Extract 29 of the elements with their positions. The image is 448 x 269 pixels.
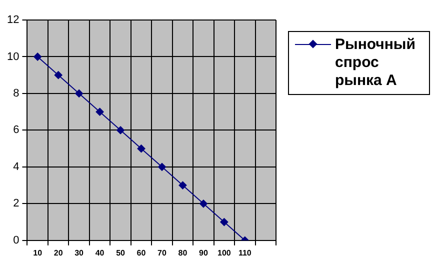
point [199, 200, 208, 208]
x-tick-label: 30 [74, 248, 84, 258]
x-tick-label: 50 [116, 248, 126, 258]
x-tick-label: 110 [238, 248, 252, 258]
point [96, 108, 104, 116]
point [137, 144, 146, 153]
x-tick-label: 40 [95, 248, 105, 258]
point [75, 89, 84, 98]
point [116, 126, 125, 134]
y-tick-label: 12 [6, 14, 20, 26]
x-tick-label: 20 [54, 248, 64, 258]
x-tick-label: 70 [158, 248, 167, 258]
y-tick-label: 2 [13, 198, 20, 210]
point [158, 162, 166, 171]
y-tick-label: 4 [13, 160, 20, 173]
x-tick-label: 80 [178, 248, 188, 258]
x-tick-label: 10 [33, 248, 43, 258]
legend-label: Рыночный спрос рынка А [335, 36, 416, 90]
x-tick-label: 60 [136, 248, 146, 258]
x-tick-label: 90 [198, 248, 208, 258]
point [220, 218, 228, 226]
point [54, 71, 62, 80]
y-tick-label: 8 [13, 88, 20, 100]
y-tick-label: 0 [13, 234, 20, 246]
x-tick-label: 100 [217, 248, 232, 258]
y-tick-label: 10 [6, 50, 20, 63]
point [34, 52, 42, 61]
point [178, 181, 187, 190]
y-tick-label: 6 [13, 124, 20, 136]
